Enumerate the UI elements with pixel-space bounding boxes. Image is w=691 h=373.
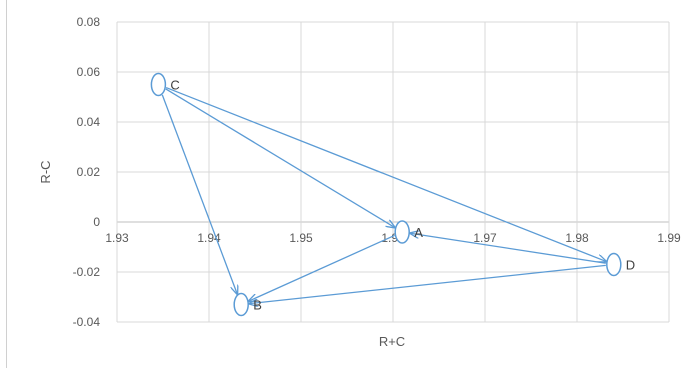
points [150,72,622,317]
point-label-D: D [626,258,635,273]
arrow-C-to-D [165,86,606,262]
point-label-B: B [253,298,262,313]
point-B [233,292,249,317]
y-tick-label-4: 0.04 [77,115,101,129]
arrow-D-to-A [410,233,606,264]
point-labels: A B C D [170,78,635,313]
arrow-C-to-B [161,94,237,294]
point-label-A: A [414,225,423,240]
y-tick-label-3: 0.02 [77,165,101,179]
x-tick-label-5: 1.98 [565,231,589,245]
point-D [606,252,622,277]
x-tick-label-0: 1.93 [105,231,129,245]
point-C [150,72,167,97]
arrow-A-to-B [249,234,395,301]
arrows [161,86,606,304]
point-A [394,220,410,244]
arrow-C-to-A [165,88,395,228]
x-axis-title: R+C [379,334,405,349]
x-tick-label-2: 1.95 [289,231,313,245]
x-tick-label-6: 1.99 [657,231,681,245]
arrow-D-to-B [249,264,606,303]
y-tick-label-0: -0.04 [73,315,101,329]
y-tick-label-1: -0.02 [73,265,101,279]
y-axis-title: R-C [38,160,53,183]
y-tick-label-2: 0 [93,215,100,229]
x-tick-label-4: 1.97 [473,231,497,245]
y-tick-label-5: 0.06 [77,65,101,79]
y-tick-label-6: 0.08 [77,15,101,29]
grid [116,21,670,323]
left-divider [6,0,7,368]
point-label-C: C [170,78,179,93]
